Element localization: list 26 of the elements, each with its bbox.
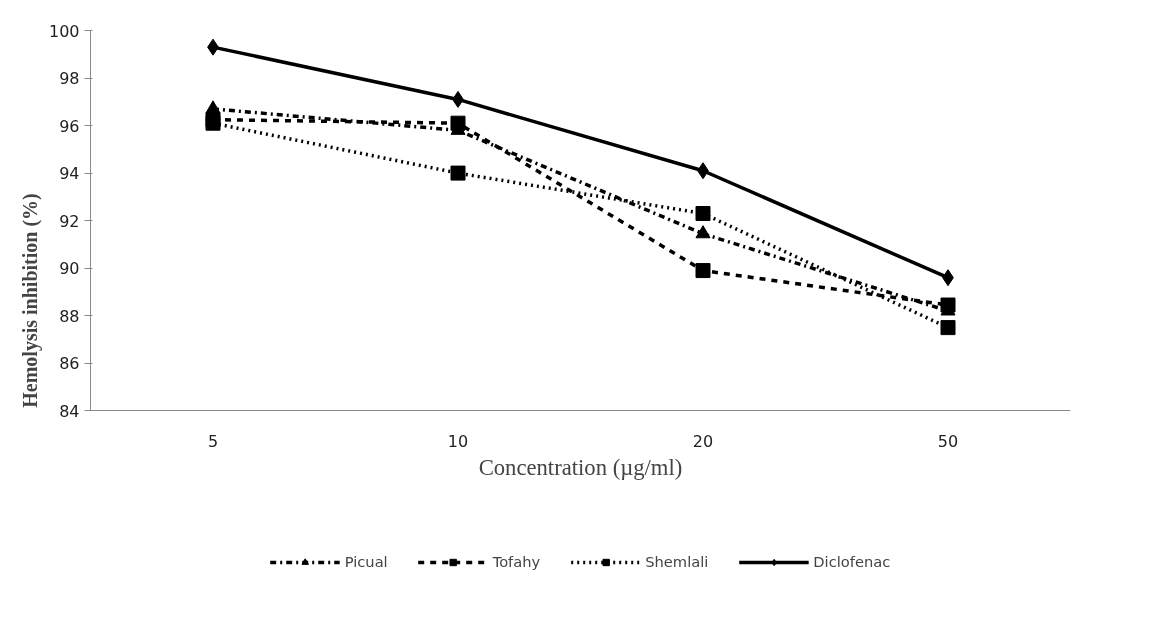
legend-label: Shemlali — [645, 553, 709, 570]
y-tick-label: 86 — [59, 354, 80, 374]
x-tick-label: 5 — [207, 431, 219, 451]
legend-label: Picual — [344, 553, 388, 570]
x-tick-label: 20 — [692, 431, 714, 451]
point — [695, 206, 711, 222]
y-tick-label: 92 — [59, 211, 80, 231]
point — [695, 225, 711, 239]
legend-label: Tofahy — [492, 553, 541, 570]
y-tick-label: 84 — [59, 401, 80, 421]
x-tick-label: 10 — [447, 431, 469, 451]
x-tick-label: 50 — [937, 431, 959, 451]
y-tick-label: 94 — [59, 164, 80, 184]
y-tick-label: 96 — [59, 116, 80, 136]
point — [450, 165, 466, 181]
point — [940, 320, 956, 336]
point — [695, 263, 711, 279]
y-tick-label: 88 — [59, 306, 80, 326]
point — [940, 297, 956, 313]
x-axis-title: Concentration (µg/ml) — [478, 454, 683, 480]
y-tick-label: 100 — [48, 21, 80, 41]
legend-label: Diclofenac — [813, 553, 891, 570]
y-tick-label: 98 — [59, 69, 80, 89]
y-tick-label: 90 — [59, 259, 80, 279]
y-axis-title: Hemolysis inhibition (%) — [18, 193, 42, 408]
point — [450, 115, 466, 131]
